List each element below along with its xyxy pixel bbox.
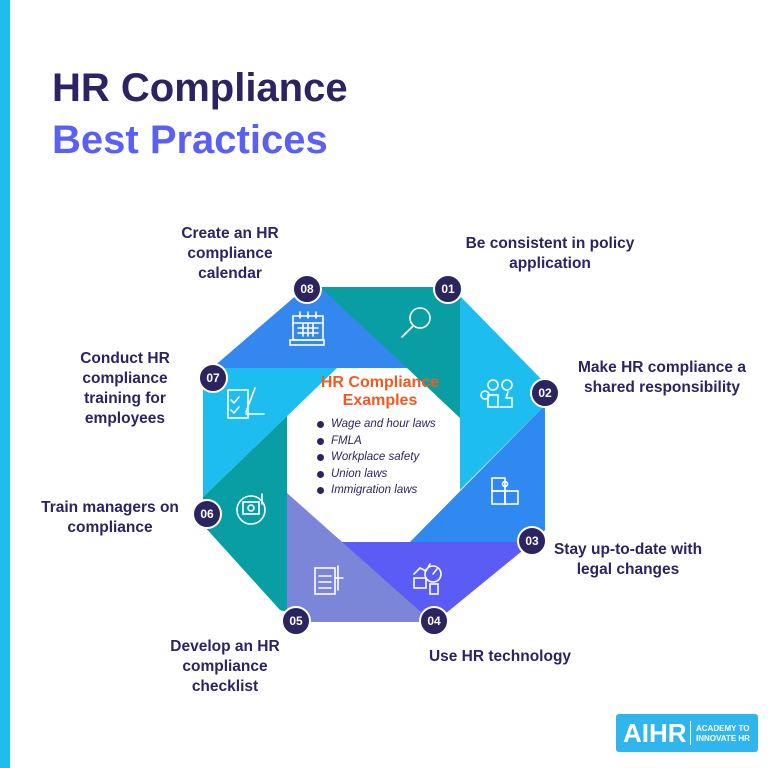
calendar-icon xyxy=(289,311,325,346)
badge-03: 03 xyxy=(517,526,547,556)
title-line-1: HR Compliance xyxy=(52,66,348,110)
title-line-2: Best Practices xyxy=(52,118,328,162)
segment-01 xyxy=(306,287,460,418)
list-item: Wage and hour laws xyxy=(317,416,465,433)
logo-divider xyxy=(690,721,691,745)
badge-02: 02 xyxy=(530,378,560,408)
magnifier-icon xyxy=(401,307,431,338)
checklist-document-icon xyxy=(314,565,344,595)
step-label-02: Make HR compliance a shared responsibili… xyxy=(578,359,746,396)
tech-gauge-icon xyxy=(413,563,442,595)
step-label-07: Conduct HR compliance training for emplo… xyxy=(80,350,170,427)
badge-07: 07 xyxy=(198,363,228,393)
badge-06: 06 xyxy=(192,499,222,529)
form-signing-icon xyxy=(227,387,265,419)
step-label-01: Be consistent in policy application xyxy=(465,235,635,272)
list-item: FMLA xyxy=(317,433,465,450)
step-label-08: Create an HR compliance calendar xyxy=(181,225,279,282)
step-label-03: Stay up-to-date with legal changes xyxy=(553,541,703,578)
team-thumbs-up-icon xyxy=(480,379,513,408)
badge-05: 05 xyxy=(281,606,311,636)
step-label-06: Train managers on compliance xyxy=(41,499,179,536)
logo-tagline: ACADEMY TO INNOVATE HR xyxy=(696,724,750,744)
examples-list: Wage and hour laws FMLA Workplace safety… xyxy=(317,416,465,499)
step-label-04: Use HR technology xyxy=(428,648,572,665)
step-label-05: Develop an HR compliance checklist xyxy=(170,638,280,695)
badge-01: 01 xyxy=(433,274,463,304)
badge-08: 08 xyxy=(292,274,322,304)
list-item: Workplace safety xyxy=(317,449,465,466)
logo-tagline-line-2: INNOVATE HR xyxy=(696,734,750,743)
badge-04: 04 xyxy=(419,606,449,636)
center-title: HR Compliance Examples xyxy=(320,374,440,409)
segment-03 xyxy=(410,405,545,542)
segment-02 xyxy=(460,296,545,490)
list-item: Immigration laws xyxy=(317,482,465,499)
logo-mark: AIHR xyxy=(623,718,687,748)
puzzle-icon xyxy=(491,477,519,505)
center-panel: HR Compliance Examples Wage and hour law… xyxy=(295,374,465,499)
list-item: Union laws xyxy=(317,466,465,483)
aihr-logo: AIHR ACADEMY TO INNOVATE HR xyxy=(616,714,758,752)
segment-05 xyxy=(287,493,432,622)
training-screen-icon xyxy=(236,493,266,525)
logo-tagline-line-1: ACADEMY TO xyxy=(696,724,750,733)
page-title: HR Compliance Best Practices xyxy=(52,62,348,166)
left-accent-stripe xyxy=(0,0,10,768)
